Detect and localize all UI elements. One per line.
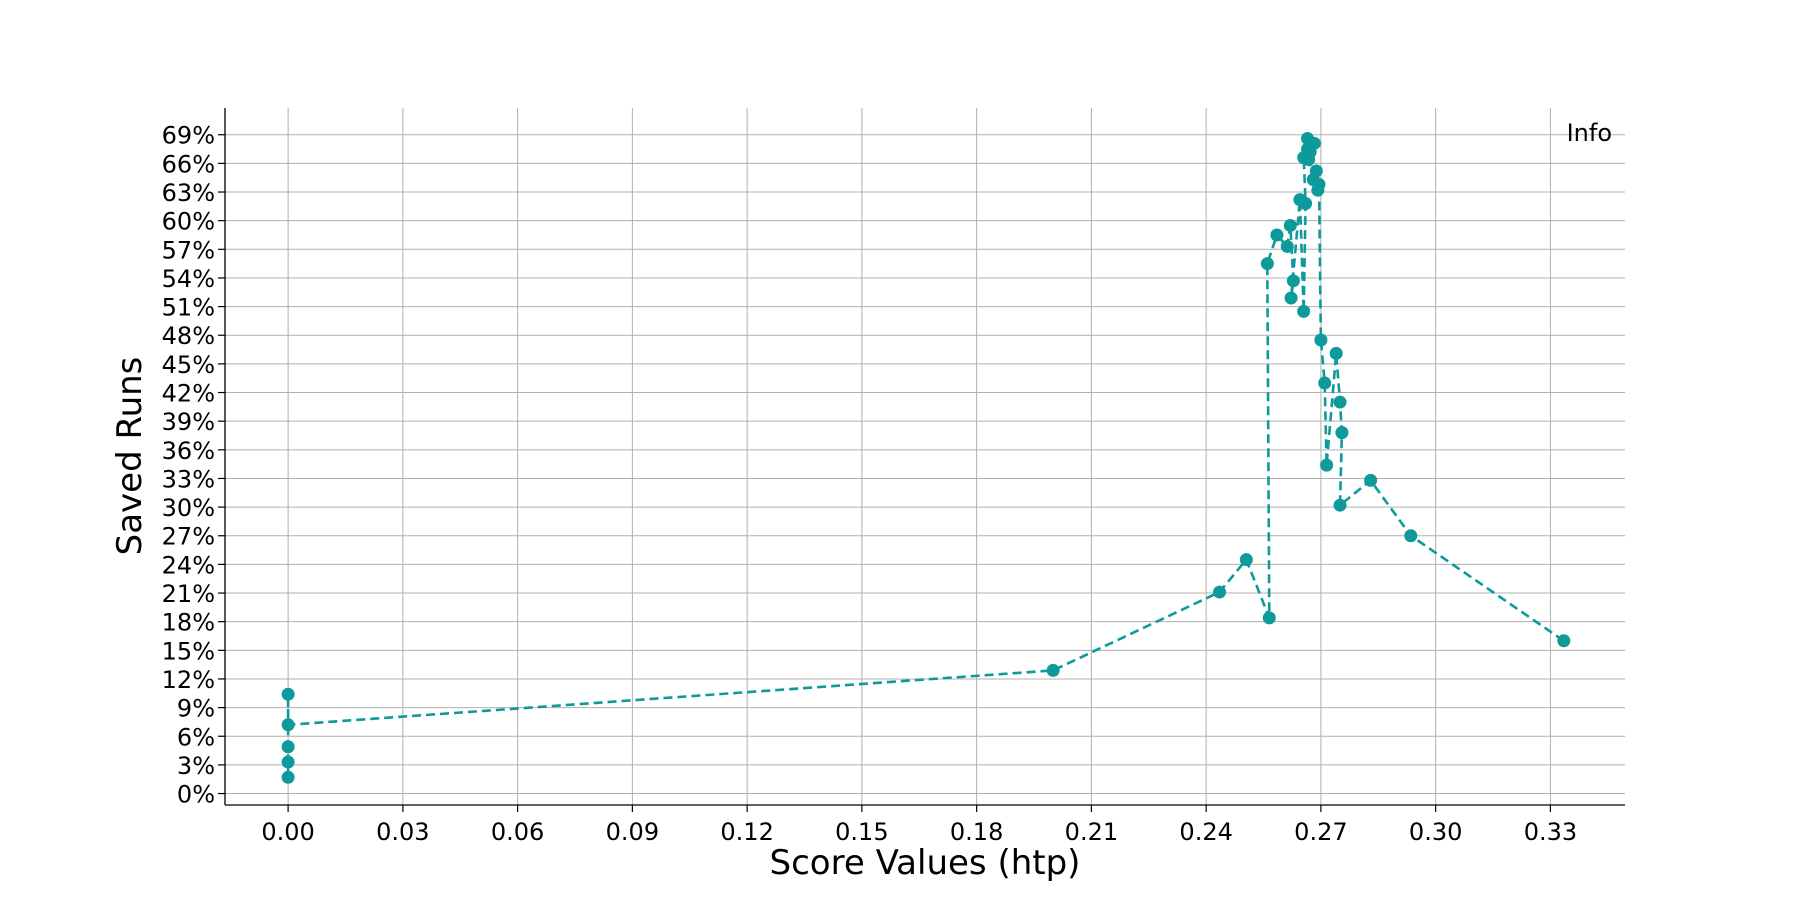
data-point — [281, 770, 295, 784]
x-tick-label: 0.00 — [261, 818, 314, 846]
x-tick-label: 0.12 — [720, 818, 773, 846]
y-tick-label: 0% — [177, 781, 215, 809]
data-point — [1333, 395, 1347, 409]
x-tick-label: 0.30 — [1409, 818, 1462, 846]
x-tick-label: 0.18 — [950, 818, 1003, 846]
y-tick-label: 57% — [162, 236, 215, 264]
data-point — [281, 755, 295, 769]
y-tick-label: 33% — [162, 465, 215, 493]
data-point — [1329, 346, 1343, 360]
data-point — [281, 687, 295, 701]
data-point — [1297, 304, 1311, 318]
y-tick-label: 27% — [162, 523, 215, 551]
data-point — [1557, 634, 1571, 648]
series-info — [281, 132, 1571, 784]
data-point — [1335, 426, 1349, 440]
data-point — [1309, 164, 1323, 178]
data-point — [1312, 177, 1326, 191]
y-tick-label: 36% — [162, 437, 215, 465]
data-point — [1270, 228, 1284, 242]
data-point — [1404, 529, 1418, 543]
x-tick-label: 0.09 — [606, 818, 659, 846]
y-tick-label: 45% — [162, 351, 215, 379]
data-point — [1333, 498, 1347, 512]
data-point — [1318, 376, 1332, 390]
y-tick-label: 21% — [162, 580, 215, 608]
data-point — [1284, 291, 1298, 305]
legend-label: Info — [1567, 119, 1612, 147]
data-point — [1320, 458, 1334, 472]
grid-lines — [225, 108, 1625, 805]
data-point — [1286, 274, 1300, 288]
data-point — [1307, 136, 1321, 150]
y-tick-label: 48% — [162, 322, 215, 350]
y-tick-label: 30% — [162, 494, 215, 522]
y-tick-label: 69% — [162, 122, 215, 150]
data-point — [1280, 239, 1294, 253]
y-tick-label: 24% — [162, 551, 215, 579]
y-tick-label: 18% — [162, 609, 215, 637]
y-tick-label: 63% — [162, 179, 215, 207]
y-tick-label: 66% — [162, 150, 215, 178]
x-axis-title: Score Values (htp) — [770, 843, 1081, 883]
series-line — [286, 138, 1565, 778]
x-tick-label: 0.27 — [1294, 818, 1347, 846]
data-point — [281, 740, 295, 754]
y-tick-label: 51% — [162, 294, 215, 322]
data-point — [1283, 218, 1297, 232]
y-tick-label: 3% — [177, 752, 215, 780]
legend: Info — [1567, 119, 1612, 147]
data-point — [1364, 473, 1378, 487]
y-tick-label: 54% — [162, 265, 215, 293]
data-point — [1262, 611, 1276, 625]
data-point — [1299, 196, 1313, 210]
y-ticks: 0%3%6%9%12%15%18%21%24%27%30%33%36%39%42… — [162, 122, 225, 809]
y-axis-title: Saved Runs — [110, 357, 150, 556]
y-tick-label: 42% — [162, 380, 215, 408]
x-tick-label: 0.33 — [1524, 818, 1577, 846]
data-point — [1213, 585, 1227, 599]
y-tick-label: 15% — [162, 637, 215, 665]
x-tick-label: 0.21 — [1065, 818, 1118, 846]
x-ticks: 0.00 0.03 0.06 0.09 0.12 0.15 0.18 0.21 0.24 0.27… — [261, 805, 1577, 846]
data-point — [281, 718, 295, 732]
data-point — [1260, 257, 1274, 271]
y-tick-label: 12% — [162, 666, 215, 694]
data-point — [1302, 153, 1316, 167]
y-tick-label: 60% — [162, 208, 215, 236]
x-tick-label: 0.06 — [491, 818, 544, 846]
y-tick-label: 39% — [162, 408, 215, 436]
data-point — [1239, 553, 1253, 567]
data-point — [1046, 663, 1060, 677]
data-point — [1314, 333, 1328, 347]
x-tick-label: 0.15 — [835, 818, 888, 846]
y-tick-label: 6% — [177, 723, 215, 751]
x-tick-label: 0.03 — [376, 818, 429, 846]
y-tick-label: 9% — [177, 695, 215, 723]
axes — [224, 108, 1625, 806]
x-tick-label: 0.24 — [1179, 818, 1232, 846]
